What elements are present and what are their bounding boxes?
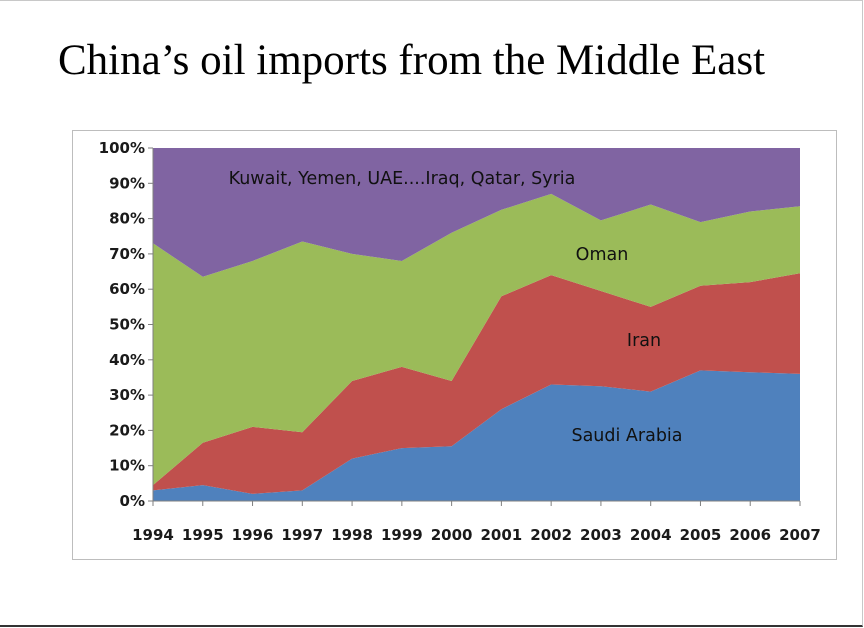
x-tick-label: 2003	[580, 526, 622, 544]
area-series-2	[153, 193, 800, 486]
y-tick-label: 0%	[120, 492, 145, 510]
x-tick-label: 2007	[779, 526, 821, 544]
x-tick-label: 1997	[281, 526, 323, 544]
y-tick-label: 10%	[109, 457, 145, 475]
annotation-other-countries: Kuwait, Yemen, UAE....Iraq, Qatar, Syria	[229, 169, 576, 189]
x-tick-label: 2006	[729, 526, 771, 544]
annotation-iran: Iran	[627, 331, 661, 351]
slide-title: China’s oil imports from the Middle East	[58, 37, 766, 84]
annotation-saudi-arabia: Saudi Arabia	[571, 426, 682, 446]
areas-layer	[153, 148, 800, 501]
y-tick-label: 90%	[109, 174, 145, 192]
y-tick-label: 60%	[109, 280, 145, 298]
area-series-1	[153, 273, 800, 494]
y-tick-label: 100%	[99, 139, 145, 157]
area-series-0	[153, 370, 800, 501]
x-tick-label: 1995	[182, 526, 224, 544]
annotation-oman: Oman	[576, 245, 629, 265]
x-tick-label: 2002	[530, 526, 572, 544]
x-tick-label: 2005	[680, 526, 722, 544]
y-tick-label: 50%	[109, 316, 145, 334]
x-axis-ticks: 1994 1995 1996 1997 1998 1999 2000 2001 2002 2003…	[132, 501, 821, 544]
y-tick-label: 20%	[109, 421, 145, 439]
y-tick-label: 70%	[109, 245, 145, 263]
x-tick-label: 2004	[630, 526, 672, 544]
x-tick-label: 2001	[481, 526, 523, 544]
y-tick-label: 30%	[109, 386, 145, 404]
y-tick-label: 80%	[109, 210, 145, 228]
area-series-3	[153, 148, 800, 277]
x-tick-label: 1999	[381, 526, 423, 544]
x-tick-label: 2000	[431, 526, 473, 544]
y-axis-ticks: 0% 10% 20% 30% 40% 50% 60% 70% 80% 90% 100%	[99, 139, 153, 510]
y-tick-label: 40%	[109, 351, 145, 369]
x-tick-label: 1998	[331, 526, 373, 544]
x-tick-label: 1994	[132, 526, 174, 544]
x-tick-label: 1996	[232, 526, 274, 544]
